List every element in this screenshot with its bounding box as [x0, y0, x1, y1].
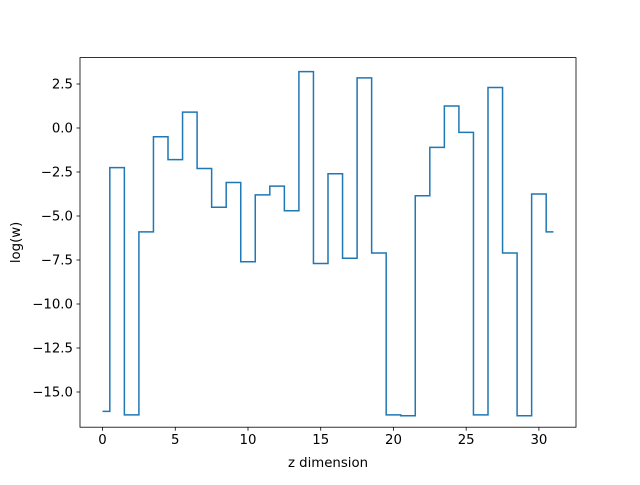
y-tick-label: −5.0	[41, 210, 73, 225]
x-tick-label: 10	[240, 433, 257, 448]
x-ticks: 0 5 10 15 20 25 30	[98, 427, 547, 448]
y-tick-label: −12.5	[32, 342, 73, 357]
y-tick-label: −10.0	[32, 298, 73, 313]
x-tick-label: 0	[98, 433, 106, 448]
x-tick-label: 5	[171, 433, 179, 448]
series-line-0	[102, 70, 554, 417]
y-tick-label: −15.0	[32, 386, 73, 401]
x-tick-label: 25	[458, 433, 475, 448]
x-tick-label: 30	[530, 433, 547, 448]
y-ticks: 2.5 0.0 −2.5 −5.0 −7.5 −10.0 −12.5 −15.0	[32, 78, 80, 401]
y-tick-label: 0.0	[52, 122, 73, 137]
y-tick-label: 2.5	[52, 78, 73, 93]
series-layer	[102, 70, 554, 417]
plot-frame	[79, 57, 577, 428]
y-tick-label: −7.5	[41, 254, 73, 269]
x-tick-label: 15	[312, 433, 329, 448]
x-tick-label: 20	[385, 433, 402, 448]
y-tick-label: −2.5	[41, 166, 73, 181]
x-axis-label: z dimension	[288, 456, 368, 471]
y-axis-label: log(w)	[9, 222, 24, 264]
